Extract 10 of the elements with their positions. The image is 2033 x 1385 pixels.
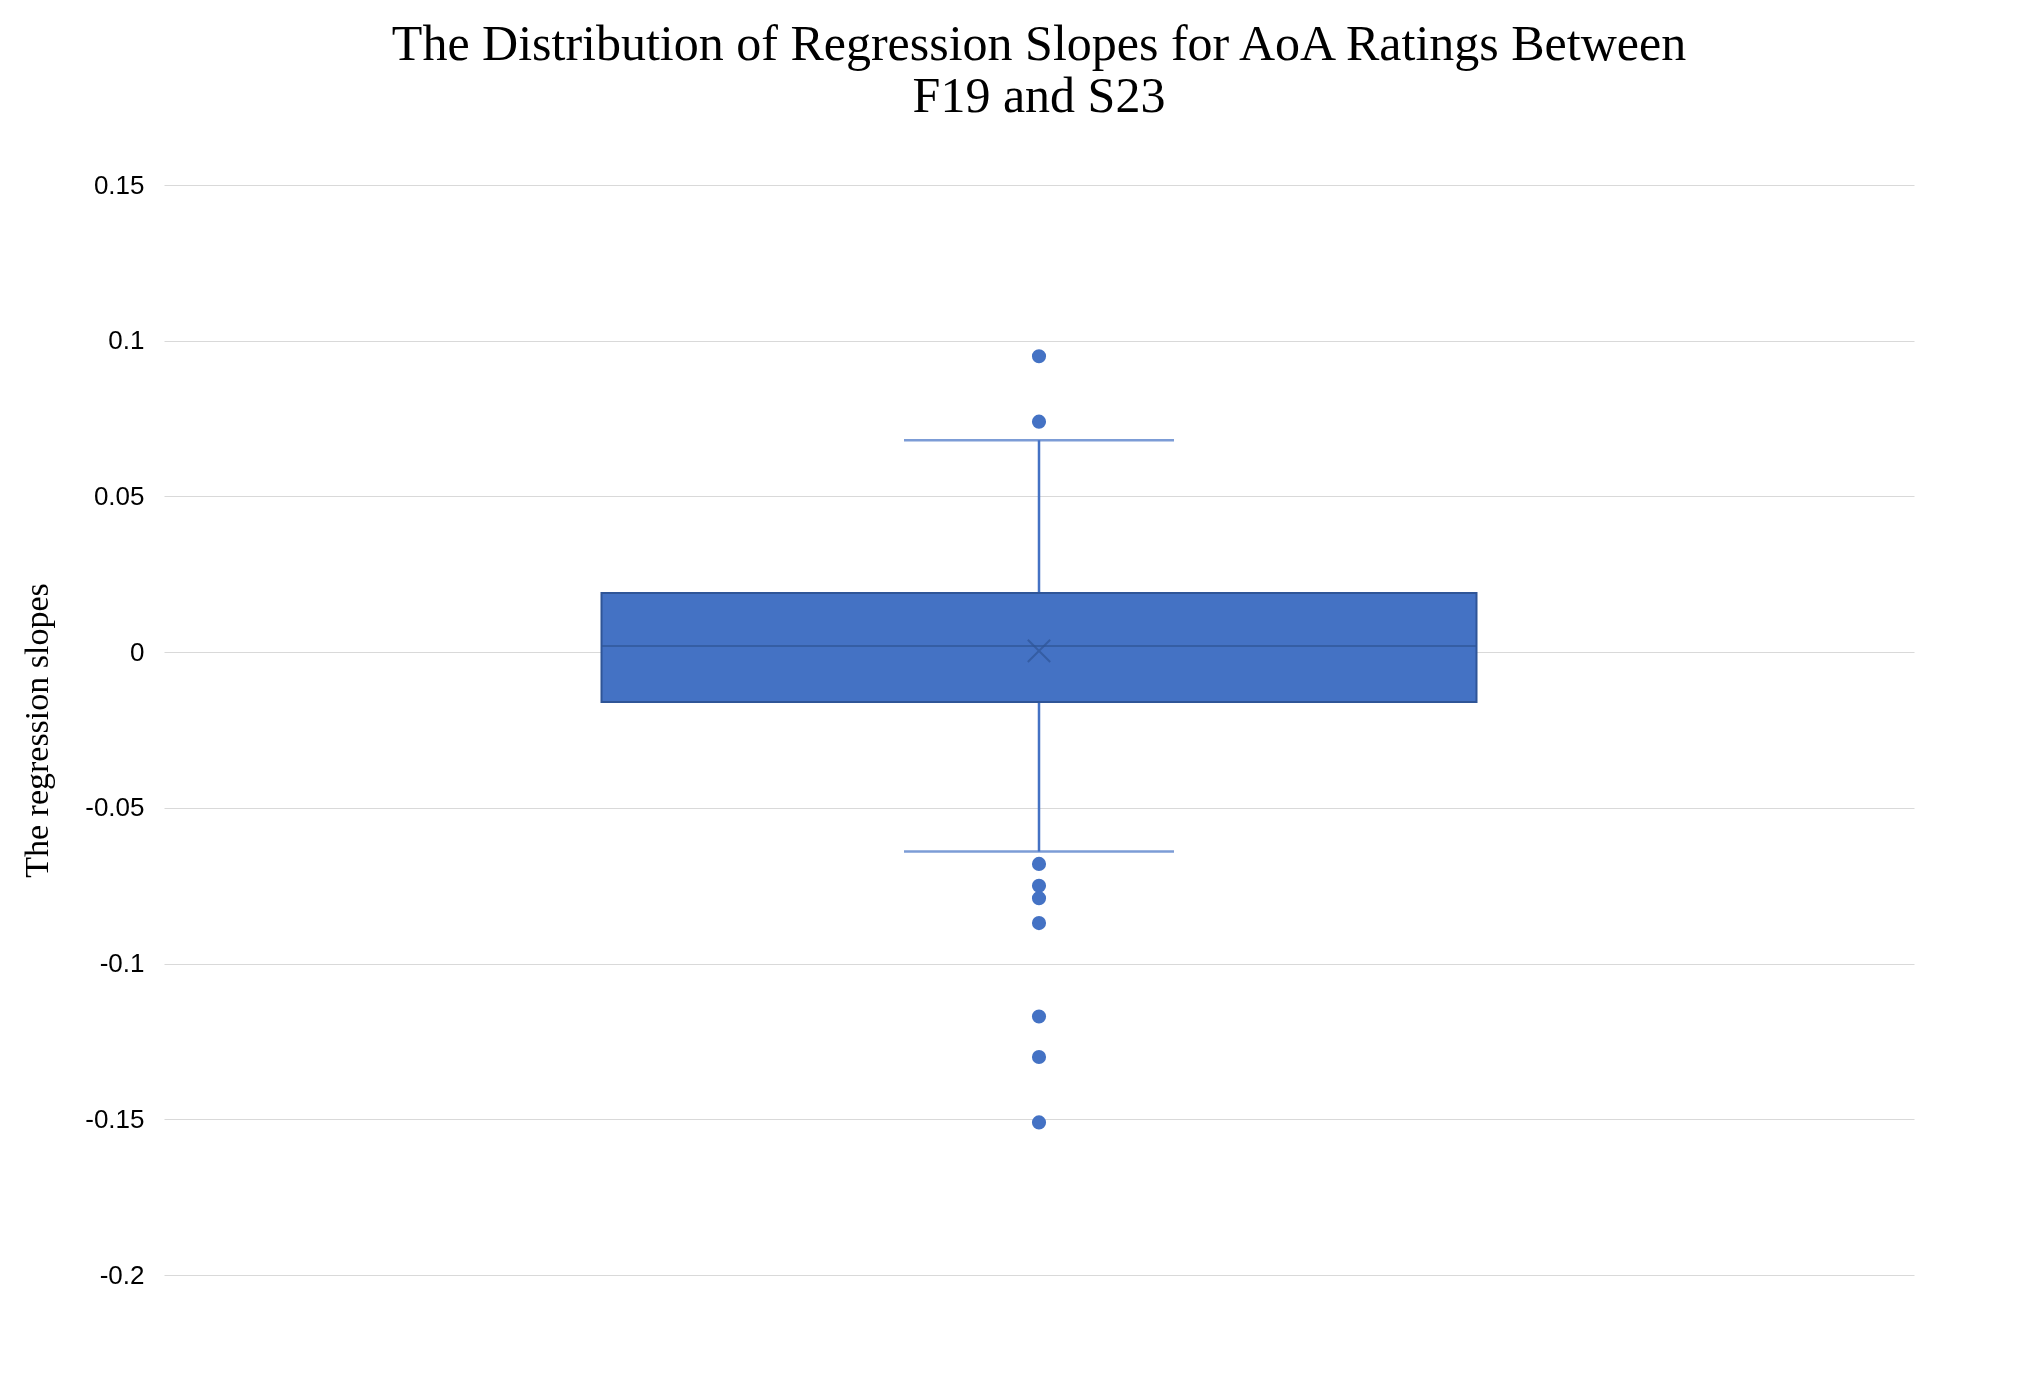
y-axis-title: The regression slopes [18,583,56,878]
y-tick-label: 0.15 [93,169,145,200]
y-tick-label: 0.05 [93,480,145,511]
y-tick-label: 0 [130,636,145,667]
y-tick-label: -0.15 [85,1103,145,1134]
chart-title: The Distribution of Regression Slopes for AoA Ratings Between F19 and S23 [391,15,1687,123]
y-tick-label: 0.1 [108,325,145,356]
y-tick-label: -0.2 [99,1259,145,1290]
y-tick-label: -0.05 [85,792,145,823]
y-tick-label: -0.1 [99,948,145,979]
